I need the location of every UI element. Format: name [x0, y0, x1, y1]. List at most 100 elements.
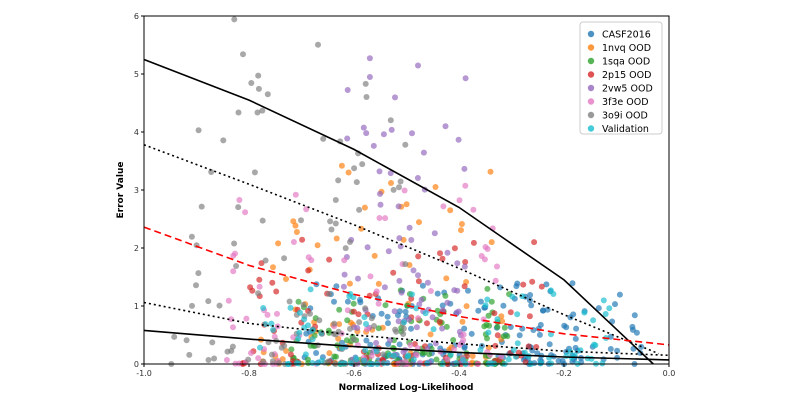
data-point	[402, 141, 409, 148]
data-point	[260, 358, 267, 365]
data-point	[346, 280, 353, 287]
data-point	[431, 230, 438, 237]
data-point	[396, 235, 403, 242]
data-point	[338, 162, 345, 169]
data-point	[382, 302, 389, 309]
data-point	[631, 312, 638, 319]
data-point	[455, 136, 462, 143]
data-point	[548, 331, 554, 338]
data-point	[220, 137, 227, 144]
legend-marker	[587, 57, 595, 65]
data-point	[444, 356, 451, 363]
data-point	[326, 290, 333, 297]
data-point	[510, 347, 517, 353]
data-point	[595, 305, 602, 312]
data-point	[315, 41, 321, 48]
data-point	[494, 316, 501, 323]
data-point	[233, 263, 240, 269]
data-point	[461, 263, 468, 270]
data-point	[409, 130, 415, 137]
data-point	[397, 178, 404, 185]
data-point	[388, 126, 395, 133]
data-point	[357, 296, 363, 303]
data-point	[344, 307, 351, 314]
data-point	[415, 62, 421, 69]
data-point	[381, 284, 388, 291]
data-point	[318, 357, 325, 364]
data-point	[382, 215, 389, 222]
data-point	[563, 324, 570, 331]
data-point	[453, 360, 460, 366]
data-point	[303, 206, 310, 213]
data-point	[409, 291, 415, 298]
data-point	[302, 351, 309, 358]
data-point	[259, 107, 266, 114]
data-point	[616, 291, 623, 298]
reference-curves	[143, 58, 670, 365]
data-point	[500, 302, 507, 309]
x-tick-label: -0.8	[241, 369, 257, 378]
data-point	[331, 298, 337, 305]
x-axis-title: Normalized Log-Likelihood	[339, 383, 474, 393]
data-point	[367, 341, 374, 348]
data-point	[450, 337, 457, 343]
data-point	[387, 117, 394, 124]
data-point	[520, 281, 527, 288]
data-point	[341, 360, 348, 367]
data-point	[240, 51, 246, 58]
data-point	[451, 287, 458, 294]
data-point	[406, 316, 412, 323]
y-axis-ticks: 0 1 2 3 4 5 6	[134, 12, 144, 369]
data-point	[327, 218, 334, 225]
legend-label: Validation	[602, 124, 649, 135]
data-point	[373, 348, 380, 355]
data-point	[336, 321, 343, 328]
data-point	[388, 180, 394, 186]
data-point	[392, 94, 398, 101]
data-point	[292, 191, 299, 198]
data-point	[270, 264, 276, 271]
data-point	[298, 217, 304, 224]
data-point	[463, 303, 470, 310]
data-point	[572, 335, 579, 342]
data-point	[410, 356, 417, 363]
data-point	[208, 169, 215, 175]
data-point	[360, 357, 367, 364]
data-point	[335, 328, 342, 335]
data-point	[232, 250, 238, 257]
data-point	[459, 318, 466, 325]
data-point	[400, 325, 407, 332]
data-point	[248, 350, 254, 356]
data-point	[487, 168, 494, 175]
data-point	[292, 222, 299, 229]
data-point	[461, 165, 468, 172]
data-point	[413, 324, 420, 331]
legend-label: CASF2016	[602, 30, 651, 41]
data-point	[225, 297, 232, 304]
data-point	[255, 355, 262, 362]
data-point	[588, 355, 595, 362]
data-point	[256, 283, 263, 290]
data-point	[573, 325, 580, 332]
data-point	[251, 169, 258, 176]
data-point	[287, 304, 294, 311]
data-point	[396, 184, 402, 191]
data-point	[268, 320, 275, 327]
data-point	[465, 287, 471, 294]
data-point	[262, 257, 269, 264]
data-point	[245, 356, 252, 363]
data-point	[469, 353, 476, 359]
data-point	[528, 302, 535, 309]
legend-marker	[587, 125, 595, 132]
data-point	[415, 272, 421, 279]
data-point	[333, 283, 340, 290]
legend-label: 3o9i OOD	[602, 111, 648, 122]
dotted-curve	[143, 144, 659, 355]
data-point	[426, 351, 433, 358]
data-point	[444, 249, 451, 256]
data-point	[363, 94, 370, 100]
data-point	[380, 131, 387, 138]
data-point	[270, 326, 276, 333]
data-point	[387, 170, 394, 177]
data-point	[287, 351, 294, 358]
